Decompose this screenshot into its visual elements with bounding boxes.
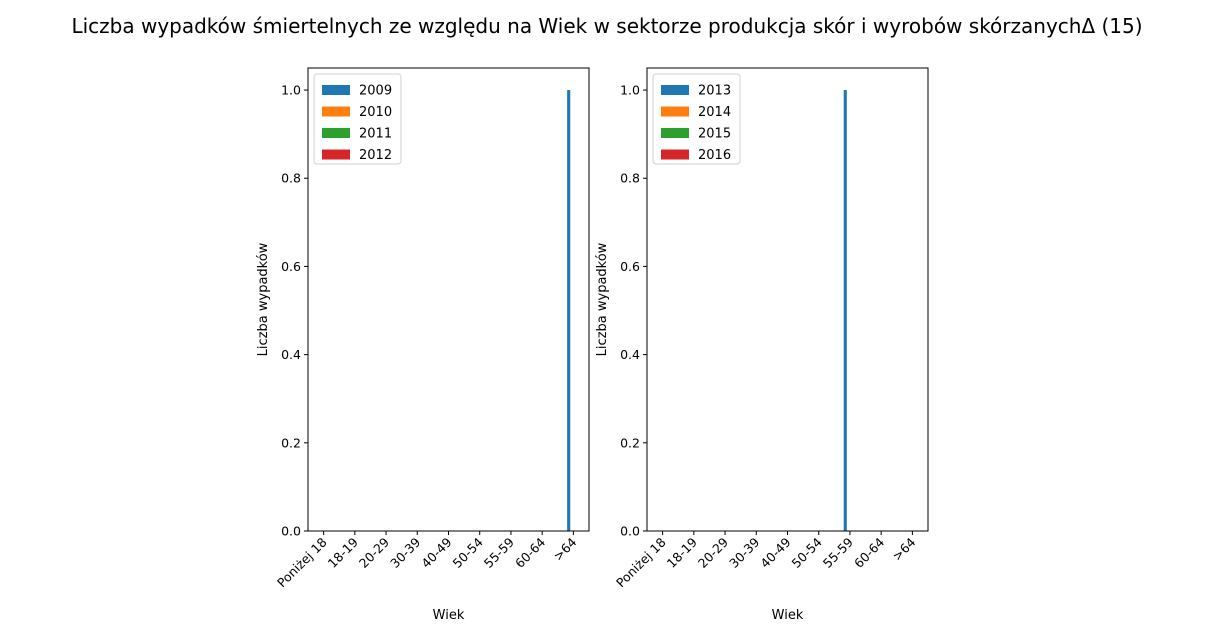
y-tick-label: 0.2 <box>281 435 301 450</box>
y-tick-label: 0.4 <box>620 347 640 362</box>
series-2013 <box>843 90 847 532</box>
legend-box <box>652 73 741 165</box>
legend-swatch-2014 <box>661 106 689 117</box>
legend-box <box>313 73 402 165</box>
legend-swatch-2010 <box>322 106 350 117</box>
bar-2009->64 <box>567 90 571 532</box>
legend-swatch-2015 <box>661 128 689 138</box>
chart-title: Liczba wypadków śmiertelnych ze względu … <box>71 14 1142 38</box>
legend-swatch-2012 <box>322 149 350 160</box>
y-tick-label: 0.6 <box>620 259 640 274</box>
legend-label-2012: 2012 <box>359 148 392 163</box>
legend: 2013 2014 2015 2016 <box>652 73 741 165</box>
legend-label-2011: 2011 <box>359 127 392 142</box>
x-axis-label: Wiek <box>433 608 465 623</box>
legend-label-2010: 2010 <box>359 105 392 120</box>
y-tick-label: 1.0 <box>620 83 640 98</box>
y-tick-label: 0.6 <box>281 259 301 274</box>
legend-swatch-2009 <box>322 85 350 95</box>
y-tick-label: 0.2 <box>620 435 640 450</box>
y-tick-label: 0.8 <box>281 171 301 186</box>
legend-label-2013: 2013 <box>698 84 731 99</box>
y-axis-label: Liczba wypadków <box>256 242 271 356</box>
y-axis-label: Liczba wypadków <box>595 242 610 356</box>
y-tick-label: 0.0 <box>281 524 301 539</box>
y-tick-label: 0.0 <box>620 524 640 539</box>
legend-swatch-2016 <box>661 149 689 160</box>
y-tick-label: 0.8 <box>620 171 640 186</box>
bar-2013-55-59 <box>843 90 847 532</box>
series-2009 <box>567 90 571 532</box>
x-axis-label: Wiek <box>772 608 804 623</box>
legend-swatch-2011 <box>322 128 350 138</box>
legend-label-2016: 2016 <box>698 148 731 163</box>
y-tick-label: 0.4 <box>281 347 301 362</box>
y-tick-label: 1.0 <box>281 83 301 98</box>
legend-label-2009: 2009 <box>359 84 392 99</box>
legend-label-2014: 2014 <box>698 105 731 120</box>
legend: 2009 2010 2011 2012 <box>313 73 402 165</box>
legend-label-2015: 2015 <box>698 127 731 142</box>
legend-swatch-2013 <box>661 85 689 95</box>
